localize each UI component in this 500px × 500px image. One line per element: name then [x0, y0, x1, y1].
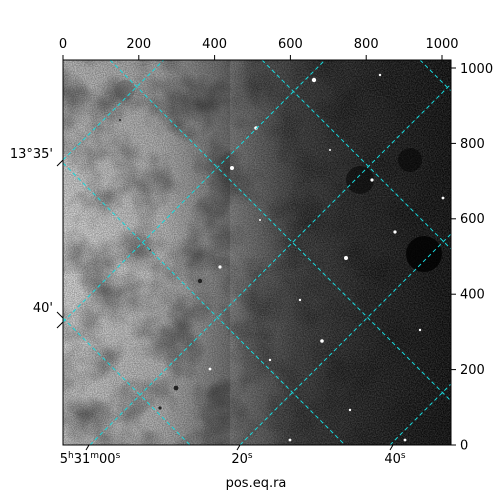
right-tick-label: 800 [460, 137, 485, 152]
star [378, 73, 382, 77]
star [320, 339, 324, 343]
dark-blob [115, 80, 135, 100]
tick-mark [236, 444, 241, 451]
grid-line [63, 60, 326, 323]
grid-line [419, 60, 451, 92]
ra-seconds-unit: s [401, 451, 406, 461]
ra-seconds-unit: s [248, 451, 253, 461]
star [298, 298, 302, 302]
coordinate-grid [63, 60, 451, 445]
ra-hours: 5 [60, 452, 68, 467]
right-tick-label: 400 [460, 288, 485, 303]
star [119, 119, 121, 121]
top-tick-label: 600 [278, 37, 303, 52]
top-axis: 0 200 400 600 800 1000 [59, 37, 459, 60]
star [311, 77, 317, 83]
star [393, 230, 397, 234]
right-axis: 0 200 400 600 800 1000 [451, 62, 493, 454]
x-axis-label: pos.eq.ra [226, 476, 287, 491]
right-tick-label: 200 [460, 363, 485, 378]
top-tick-label: 800 [354, 37, 379, 52]
star [344, 256, 348, 260]
left-tick-label: 40' [33, 301, 53, 316]
dark-blob [406, 236, 442, 272]
star [254, 126, 258, 130]
tick-mark [56, 311, 64, 319]
left-tick-label: 13°35' [10, 147, 53, 162]
ra-minutes: 31 [74, 452, 91, 467]
bottom-axis: 5h31m00s 20s 40s [60, 444, 406, 467]
star [208, 367, 212, 371]
ra-seconds: 40 [384, 452, 401, 467]
tick-mark [56, 159, 64, 167]
grid-line [89, 83, 451, 445]
bottom-tick-label-ra0: 5h31m00s [60, 451, 121, 467]
ra-seconds: 00 [99, 452, 116, 467]
top-tick-label: 200 [126, 37, 151, 52]
star [259, 219, 261, 221]
grid-line [63, 60, 165, 161]
ra-hours-unit: h [68, 451, 74, 461]
star [197, 278, 203, 284]
left-axis: 13°35' 40' [10, 147, 64, 329]
tick-mark [85, 444, 90, 451]
star [230, 166, 234, 170]
stars-group [119, 73, 445, 442]
star [348, 408, 352, 412]
top-tick-label: 0 [59, 37, 67, 52]
dark-blob [346, 166, 374, 194]
grid-line [63, 317, 191, 445]
dark-blob [398, 148, 422, 172]
ra-minutes-unit: m [90, 451, 99, 461]
grid-line [261, 60, 451, 250]
ra-seconds: 20 [231, 452, 248, 467]
right-tick-label: 1000 [460, 62, 493, 77]
star [418, 328, 422, 332]
ra-seconds-unit: s [116, 451, 121, 461]
star [329, 149, 331, 151]
star [158, 406, 162, 410]
grid-line [109, 60, 451, 402]
top-tick-label: 1000 [425, 37, 458, 52]
bottom-tick-label-ra2: 40s [384, 451, 406, 467]
top-tick-label: 400 [202, 37, 227, 52]
grid-line [63, 162, 346, 445]
star [268, 358, 272, 362]
star [173, 385, 179, 391]
star [218, 265, 222, 269]
star [370, 178, 374, 182]
sky-image [63, 60, 451, 445]
plot-frame [62, 59, 452, 446]
bottom-tick-label-ra1: 20s [231, 451, 253, 467]
tick-mark [56, 321, 64, 329]
star [441, 196, 445, 200]
star [288, 438, 292, 442]
right-tick-label: 600 [460, 212, 485, 227]
star [403, 438, 407, 442]
tick-mark [389, 444, 394, 451]
right-tick-label: 0 [460, 439, 468, 454]
